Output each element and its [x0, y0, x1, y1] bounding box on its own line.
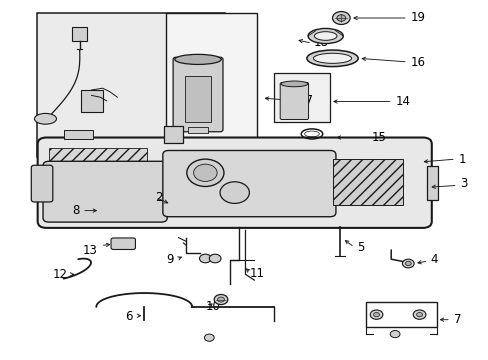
Circle shape	[369, 310, 382, 319]
Ellipse shape	[34, 113, 57, 124]
Text: 7: 7	[453, 313, 460, 326]
Bar	[273, 73, 329, 122]
Text: 2: 2	[155, 191, 163, 204]
Bar	[49, 148, 146, 175]
Text: 18: 18	[313, 36, 328, 49]
Bar	[184, 76, 211, 122]
Circle shape	[389, 330, 399, 338]
Ellipse shape	[307, 28, 343, 44]
Circle shape	[336, 15, 345, 21]
Circle shape	[204, 334, 214, 341]
Circle shape	[332, 12, 349, 24]
Bar	[188, 127, 207, 133]
Text: 10: 10	[205, 300, 220, 313]
Circle shape	[405, 261, 410, 266]
Bar	[72, 27, 87, 41]
Bar	[63, 130, 93, 139]
FancyBboxPatch shape	[111, 238, 135, 249]
Bar	[365, 302, 436, 327]
Text: 15: 15	[371, 131, 386, 144]
Polygon shape	[426, 166, 437, 200]
FancyBboxPatch shape	[280, 82, 308, 120]
FancyBboxPatch shape	[43, 161, 167, 222]
Text: 5: 5	[356, 241, 364, 254]
Text: 12: 12	[52, 268, 67, 281]
Ellipse shape	[313, 53, 351, 63]
Circle shape	[214, 294, 227, 305]
Bar	[166, 13, 256, 144]
Circle shape	[209, 254, 221, 263]
Circle shape	[416, 312, 422, 317]
Circle shape	[193, 164, 217, 181]
FancyBboxPatch shape	[163, 150, 335, 217]
Text: 19: 19	[410, 11, 425, 24]
Text: 16: 16	[410, 57, 425, 69]
Circle shape	[220, 182, 249, 203]
Text: 14: 14	[395, 95, 410, 108]
Circle shape	[402, 259, 413, 268]
Ellipse shape	[280, 81, 307, 87]
Text: 9: 9	[166, 253, 173, 266]
Text: 13: 13	[83, 244, 98, 257]
Bar	[164, 126, 183, 143]
Ellipse shape	[175, 54, 221, 64]
Ellipse shape	[314, 32, 336, 40]
Circle shape	[412, 310, 425, 319]
Circle shape	[373, 312, 379, 317]
Circle shape	[199, 254, 211, 263]
Text: 3: 3	[460, 177, 467, 190]
Circle shape	[217, 297, 224, 302]
FancyBboxPatch shape	[37, 13, 224, 157]
Circle shape	[186, 159, 224, 186]
Text: 4: 4	[429, 253, 437, 266]
Bar	[81, 90, 102, 112]
Text: 11: 11	[249, 267, 264, 280]
FancyBboxPatch shape	[31, 165, 53, 202]
Text: 8: 8	[72, 204, 79, 217]
Text: 1: 1	[458, 153, 465, 166]
Text: 17: 17	[298, 94, 313, 107]
FancyBboxPatch shape	[38, 138, 431, 228]
FancyBboxPatch shape	[173, 57, 223, 132]
Bar	[332, 159, 403, 205]
Ellipse shape	[306, 50, 357, 67]
Text: 6: 6	[125, 310, 133, 323]
